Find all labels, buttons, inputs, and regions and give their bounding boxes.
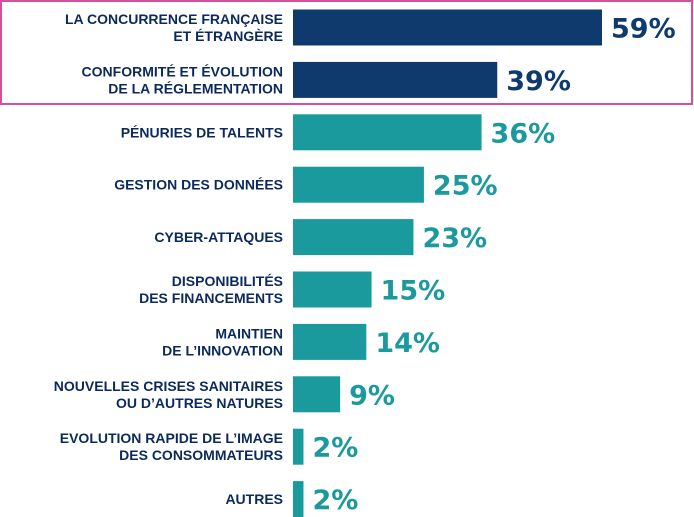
value-label-6: 15% — [381, 276, 446, 307]
highlight-frame — [0, 0, 693, 105]
category-label-line: NOUVELLES CRISES SANITAIRES — [54, 378, 283, 394]
category-label-4: GESTION DES DONNÉES — [114, 177, 283, 193]
category-label-line: DE L’INNOVATION — [162, 342, 283, 358]
bar-4 — [293, 166, 424, 203]
category-label-line: DES CONSOMMATEURS — [119, 447, 283, 463]
category-label-line: DE LA RÉGLEMENTATION — [108, 80, 283, 96]
value-label-10: 2% — [312, 485, 358, 516]
bar-10 — [293, 481, 304, 517]
category-label-line: DISPONIBILITÉS — [172, 273, 283, 289]
bars-group: 59% LA CONCURRENCE FRANÇAISE ET ÉTRANGÈRE 3… — [54, 9, 676, 517]
category-label-6: DISPONIBILITÉS DES FINANCEMENTS — [139, 273, 283, 306]
bar-9 — [293, 428, 304, 465]
category-label-line: GESTION DES DONNÉES — [114, 177, 283, 193]
value-label-9: 2% — [312, 433, 358, 464]
category-label-line: AUTRES — [225, 491, 283, 507]
bar-1 — [293, 9, 602, 46]
category-label-line: PÉNURIES DE TALENTS — [121, 124, 283, 140]
value-label-4: 25% — [433, 171, 498, 202]
category-label-line: LA CONCURRENCE FRANÇAISE — [65, 11, 283, 27]
bar-8 — [293, 376, 341, 413]
category-label-line: CYBER-ATTAQUES — [154, 229, 283, 245]
bar-3 — [293, 114, 482, 151]
bar-6 — [293, 271, 372, 308]
category-label-line: CONFORMITÉ ET ÉVOLUTION — [82, 63, 283, 79]
value-label-3: 36% — [491, 118, 556, 149]
category-label-5: CYBER-ATTAQUES — [154, 229, 283, 245]
category-label-1: LA CONCURRENCE FRANÇAISE ET ÉTRANGÈRE — [65, 11, 283, 44]
category-label-line: EVOLUTION RAPIDE DE L’IMAGE — [60, 430, 283, 446]
bar-5 — [293, 219, 414, 256]
value-label-2: 39% — [506, 66, 571, 97]
category-label-8: NOUVELLES CRISES SANITAIRES OU D’AUTRES N… — [54, 378, 283, 411]
category-label-3: PÉNURIES DE TALENTS — [121, 124, 283, 140]
value-label-7: 14% — [375, 328, 440, 359]
value-label-8: 9% — [349, 380, 395, 411]
value-label-1: 59% — [611, 14, 676, 45]
category-label-line: ET ÉTRANGÈRE — [173, 28, 283, 44]
category-label-10: AUTRES — [225, 491, 283, 507]
category-label-7: MAINTIEN DE L’INNOVATION — [162, 325, 283, 358]
category-label-line: MAINTIEN — [215, 325, 283, 341]
category-label-line: OU D’AUTRES NATURES — [116, 395, 283, 411]
bar-2 — [293, 61, 498, 98]
category-label-9: EVOLUTION RAPIDE DE L’IMAGE DES CONSOMMAT… — [60, 430, 283, 463]
value-label-5: 23% — [422, 223, 487, 254]
bar-7 — [293, 323, 367, 360]
category-label-2: CONFORMITÉ ET ÉVOLUTION DE LA RÉGLEMENTAT… — [82, 63, 283, 96]
category-label-line: DES FINANCEMENTS — [139, 290, 283, 306]
